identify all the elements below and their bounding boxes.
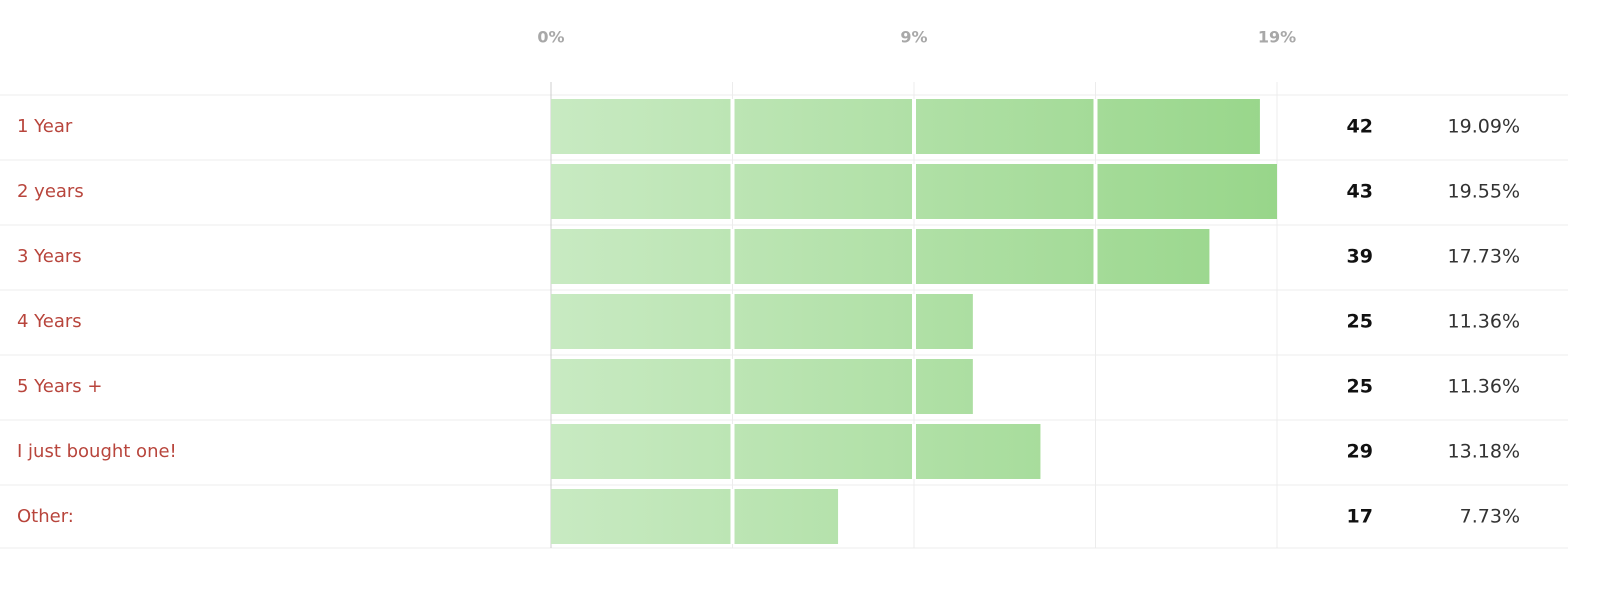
x-tick-label: 0% <box>537 28 564 47</box>
bar <box>551 229 1210 284</box>
category-label: 2 years <box>17 181 84 202</box>
category-label: 4 Years <box>17 311 82 332</box>
bar <box>551 99 1260 154</box>
count: 43 <box>1347 181 1373 203</box>
category-label: I just bought one! <box>17 441 177 462</box>
count: 39 <box>1347 246 1373 268</box>
count: 25 <box>1347 376 1373 398</box>
count: 42 <box>1347 116 1373 138</box>
percent-label: 13.18% <box>1448 441 1520 463</box>
bar <box>551 359 973 414</box>
percent-label: 7.73% <box>1460 506 1520 528</box>
count: 29 <box>1347 441 1373 463</box>
percent-label: 19.55% <box>1448 181 1520 203</box>
category-label: Other: <box>17 506 74 527</box>
count: 17 <box>1347 506 1373 528</box>
count: 25 <box>1347 311 1373 333</box>
bar <box>551 294 973 349</box>
percent-label: 11.36% <box>1448 376 1520 398</box>
x-tick-label: 9% <box>900 28 927 47</box>
percent-label: 11.36% <box>1448 311 1520 333</box>
bar <box>551 424 1041 479</box>
x-tick-label: 19% <box>1258 28 1296 47</box>
category-label: 5 Years + <box>17 376 102 397</box>
category-label: 1 Year <box>17 116 73 137</box>
bar <box>551 489 839 544</box>
percent-label: 17.73% <box>1448 246 1520 268</box>
percent-label: 19.09% <box>1448 116 1520 138</box>
category-label: 3 Years <box>17 246 82 267</box>
